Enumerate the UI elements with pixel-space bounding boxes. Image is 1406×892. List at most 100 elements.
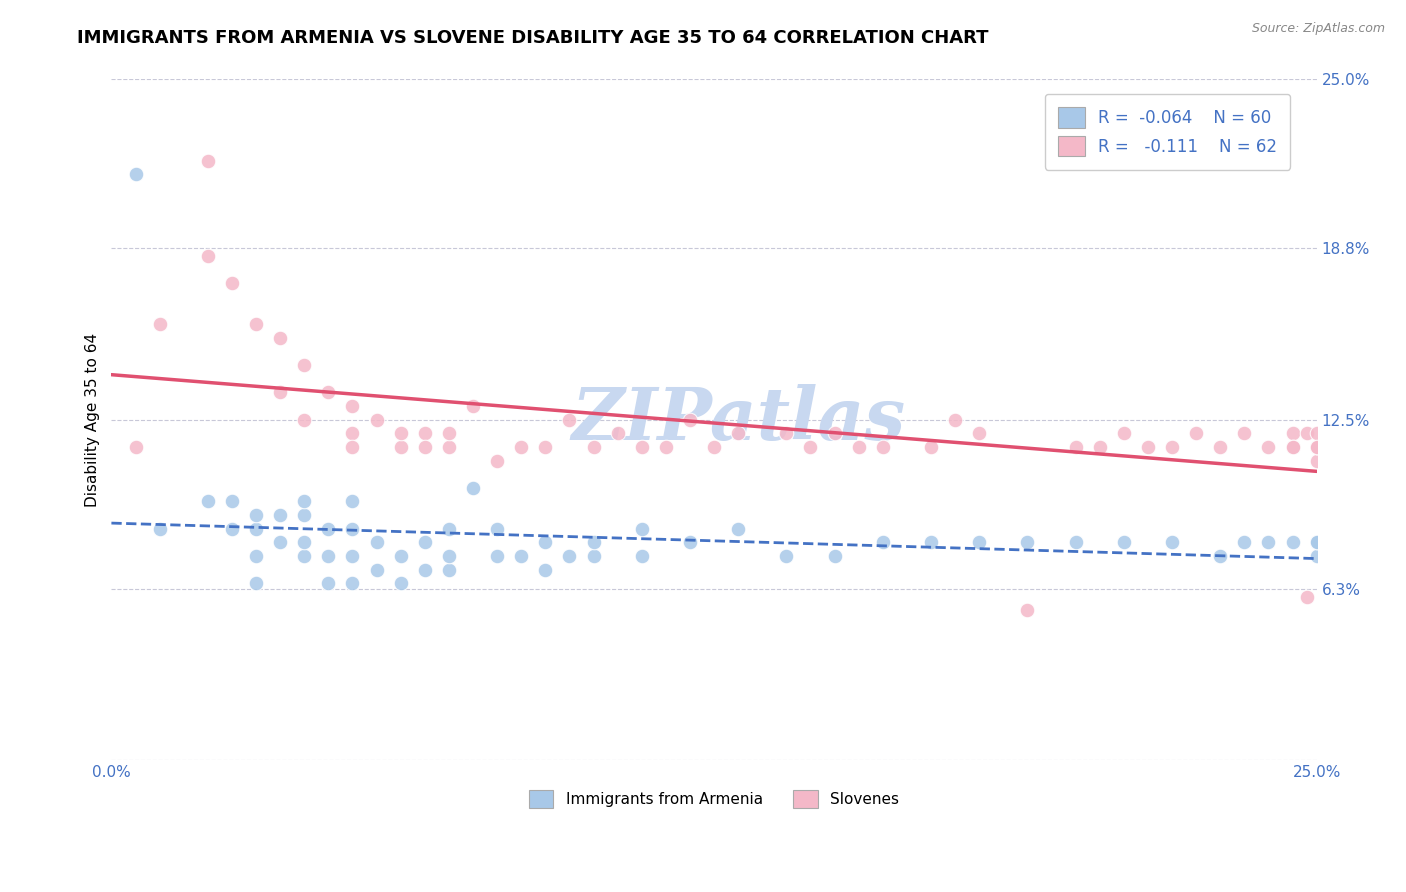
Point bbox=[1296, 426, 1319, 441]
Point bbox=[197, 153, 219, 168]
Point bbox=[221, 522, 243, 536]
Point bbox=[582, 549, 605, 563]
Point bbox=[1305, 549, 1327, 563]
Point bbox=[292, 412, 315, 426]
Point bbox=[461, 481, 484, 495]
Point bbox=[486, 453, 509, 467]
Point bbox=[558, 549, 581, 563]
Point bbox=[824, 549, 846, 563]
Point bbox=[1281, 440, 1303, 454]
Legend: Immigrants from Armenia, Slovenes: Immigrants from Armenia, Slovenes bbox=[523, 784, 905, 814]
Point bbox=[366, 412, 388, 426]
Point bbox=[967, 426, 990, 441]
Point bbox=[366, 563, 388, 577]
Point bbox=[1136, 440, 1159, 454]
Point bbox=[389, 576, 412, 591]
Point bbox=[1281, 535, 1303, 549]
Point bbox=[292, 535, 315, 549]
Point bbox=[342, 426, 364, 441]
Point bbox=[775, 426, 797, 441]
Point bbox=[292, 549, 315, 563]
Point bbox=[1305, 440, 1327, 454]
Y-axis label: Disability Age 35 to 64: Disability Age 35 to 64 bbox=[86, 333, 100, 507]
Point bbox=[149, 522, 172, 536]
Point bbox=[679, 535, 702, 549]
Point bbox=[1088, 440, 1111, 454]
Point bbox=[534, 440, 557, 454]
Point bbox=[1305, 440, 1327, 454]
Point bbox=[245, 318, 267, 332]
Point bbox=[413, 563, 436, 577]
Point bbox=[872, 535, 894, 549]
Point bbox=[582, 535, 605, 549]
Point bbox=[292, 494, 315, 508]
Point bbox=[1209, 440, 1232, 454]
Point bbox=[655, 440, 678, 454]
Point bbox=[413, 440, 436, 454]
Point bbox=[389, 549, 412, 563]
Text: ZIPatlas: ZIPatlas bbox=[571, 384, 905, 455]
Point bbox=[389, 426, 412, 441]
Point bbox=[703, 440, 725, 454]
Text: IMMIGRANTS FROM ARMENIA VS SLOVENE DISABILITY AGE 35 TO 64 CORRELATION CHART: IMMIGRANTS FROM ARMENIA VS SLOVENE DISAB… bbox=[77, 29, 988, 46]
Point bbox=[245, 576, 267, 591]
Point bbox=[342, 549, 364, 563]
Point bbox=[342, 576, 364, 591]
Point bbox=[486, 522, 509, 536]
Point bbox=[437, 549, 460, 563]
Point bbox=[124, 440, 146, 454]
Point bbox=[582, 440, 605, 454]
Point bbox=[269, 385, 291, 400]
Point bbox=[486, 549, 509, 563]
Point bbox=[630, 522, 652, 536]
Point bbox=[437, 563, 460, 577]
Point bbox=[461, 399, 484, 413]
Point bbox=[366, 535, 388, 549]
Point bbox=[1305, 535, 1327, 549]
Point bbox=[1112, 426, 1135, 441]
Point bbox=[1305, 440, 1327, 454]
Point bbox=[1112, 535, 1135, 549]
Point bbox=[149, 318, 172, 332]
Point bbox=[342, 440, 364, 454]
Point bbox=[1161, 535, 1184, 549]
Point bbox=[342, 494, 364, 508]
Point bbox=[920, 440, 942, 454]
Point bbox=[197, 494, 219, 508]
Point bbox=[1233, 426, 1256, 441]
Point bbox=[318, 576, 340, 591]
Point bbox=[1017, 603, 1039, 617]
Point bbox=[558, 412, 581, 426]
Point bbox=[534, 563, 557, 577]
Point bbox=[318, 385, 340, 400]
Point bbox=[221, 494, 243, 508]
Point bbox=[1305, 535, 1327, 549]
Point bbox=[1064, 440, 1087, 454]
Point bbox=[124, 167, 146, 181]
Point bbox=[437, 522, 460, 536]
Point bbox=[197, 249, 219, 263]
Point bbox=[1305, 453, 1327, 467]
Point bbox=[727, 426, 749, 441]
Point bbox=[1064, 535, 1087, 549]
Point bbox=[1257, 440, 1279, 454]
Point bbox=[1281, 426, 1303, 441]
Point bbox=[872, 440, 894, 454]
Point bbox=[799, 440, 821, 454]
Text: Source: ZipAtlas.com: Source: ZipAtlas.com bbox=[1251, 22, 1385, 36]
Point bbox=[630, 549, 652, 563]
Point bbox=[245, 522, 267, 536]
Point bbox=[1305, 440, 1327, 454]
Point bbox=[413, 535, 436, 549]
Point bbox=[269, 508, 291, 522]
Point bbox=[1017, 535, 1039, 549]
Point bbox=[510, 440, 533, 454]
Point bbox=[245, 508, 267, 522]
Point bbox=[1185, 426, 1208, 441]
Point bbox=[943, 412, 966, 426]
Point bbox=[510, 549, 533, 563]
Point bbox=[967, 535, 990, 549]
Point bbox=[824, 426, 846, 441]
Point bbox=[1281, 440, 1303, 454]
Point bbox=[342, 399, 364, 413]
